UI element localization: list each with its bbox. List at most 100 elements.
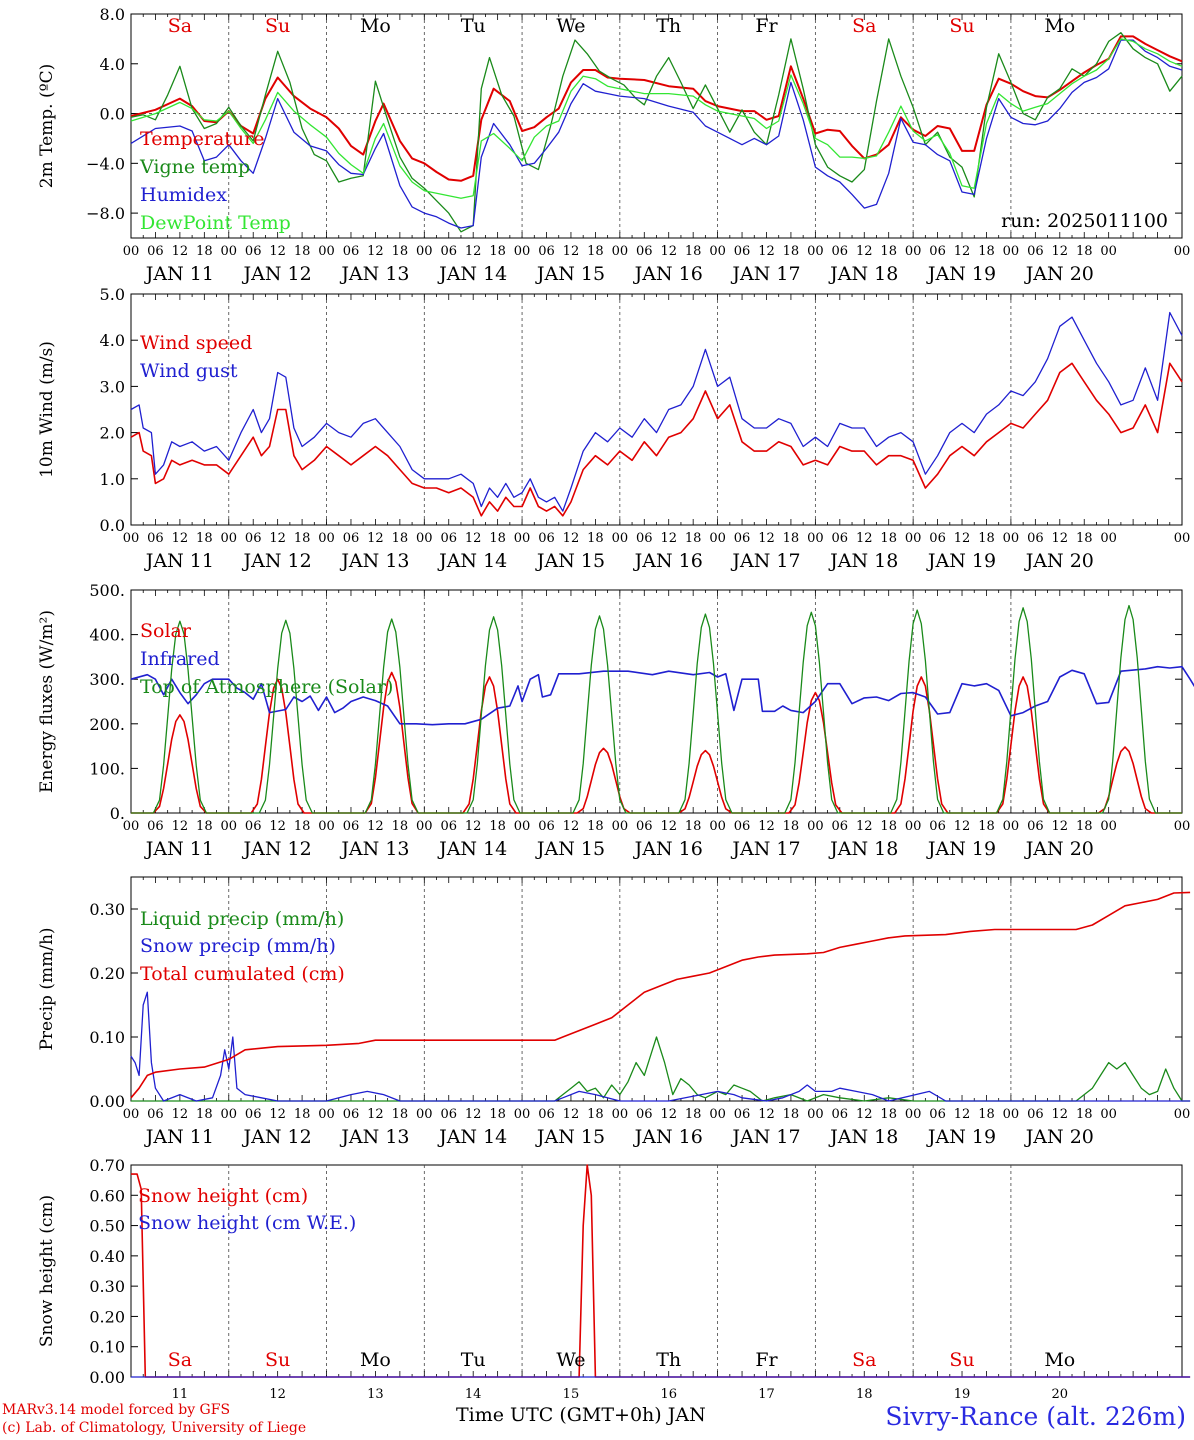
- hour-tick-label: 06: [832, 531, 849, 546]
- hour-tick-label: 00: [905, 819, 922, 834]
- y-tick-label: 0.0: [100, 105, 125, 124]
- y-tick-label: 0.30: [89, 900, 125, 919]
- day-number-label: 16: [660, 1387, 677, 1402]
- hour-tick-label: 06: [929, 819, 946, 834]
- hour-tick-label: 12: [172, 819, 189, 834]
- y-tick-label: 8.0: [100, 5, 125, 24]
- date-label: JAN 18: [828, 550, 898, 572]
- hour-tick-label: 18: [978, 1107, 995, 1122]
- weekday-label: Th: [656, 1349, 681, 1371]
- hour-tick-label: 00: [123, 531, 140, 546]
- y-tick-label: 0.10: [89, 1028, 125, 1047]
- hour-tick-label: 00: [416, 244, 433, 259]
- hour-tick-label: 00: [612, 244, 629, 259]
- hour-tick-label: 12: [465, 1107, 482, 1122]
- y-tick-label: −8.0: [86, 204, 125, 223]
- hour-tick-label: 00: [514, 1107, 531, 1122]
- day-number-label: 13: [367, 1387, 384, 1402]
- hour-tick-label: 00: [1003, 819, 1020, 834]
- date-label: JAN 19: [926, 838, 996, 860]
- hour-tick-label: 18: [392, 531, 409, 546]
- hour-tick-label: 00: [318, 531, 335, 546]
- date-label: JAN 11: [144, 1126, 214, 1148]
- hour-tick-label: 00: [514, 244, 531, 259]
- date-label: JAN 19: [926, 1126, 996, 1148]
- y-tick-label: 0.20: [89, 1307, 125, 1326]
- hour-tick-label: 12: [269, 819, 286, 834]
- hour-tick-label: 00: [905, 244, 922, 259]
- weekday-label: Mo: [360, 1349, 391, 1371]
- hour-tick-label: 18: [587, 244, 604, 259]
- hour-tick-label: 06: [636, 819, 653, 834]
- date-label: JAN 18: [828, 1126, 898, 1148]
- weekday-label: Tu: [461, 1349, 486, 1371]
- y-tick-label: 0.00: [89, 1368, 125, 1387]
- hour-tick-label: 18: [880, 244, 897, 259]
- hour-tick-label: 00: [612, 531, 629, 546]
- date-label: JAN 20: [1024, 550, 1094, 572]
- hour-tick-label: 06: [440, 819, 457, 834]
- day-number-label: 19: [954, 1387, 971, 1402]
- hour-tick-label: 12: [954, 244, 971, 259]
- date-label: JAN 15: [535, 1126, 605, 1148]
- legend-entry: Liquid precip (mm/h): [140, 908, 344, 930]
- hour-tick-label: 06: [440, 1107, 457, 1122]
- y-tick-label: 0.60: [89, 1186, 125, 1205]
- hour-tick-label: 18: [685, 531, 702, 546]
- hour-tick-label: 18: [783, 819, 800, 834]
- hour-tick-label: 12: [1052, 819, 1069, 834]
- hour-tick-label: 00: [807, 1107, 824, 1122]
- hour-tick-label: 06: [734, 819, 751, 834]
- series-line-4-2: [130, 991, 1191, 1102]
- date-label: JAN 15: [535, 838, 605, 860]
- y-tick-label: 4.0: [100, 55, 125, 74]
- y-tick-label: −4.0: [86, 154, 125, 173]
- hour-tick-label: 18: [783, 531, 800, 546]
- hour-tick-label: 00: [1174, 819, 1191, 834]
- series-line-4-1: [131, 1036, 1191, 1102]
- y-tick-label: 0.50: [89, 1217, 125, 1236]
- hour-tick-label: 06: [1027, 531, 1044, 546]
- date-label: JAN 14: [437, 1126, 507, 1148]
- y-tick-label: 0.10: [89, 1338, 125, 1357]
- y-tick-label: 0.0: [100, 516, 125, 535]
- hour-tick-label: 12: [856, 244, 873, 259]
- hour-tick-label: 00: [123, 819, 140, 834]
- y-tick-label: 0.30: [89, 1277, 125, 1296]
- date-label: JAN 13: [339, 550, 409, 572]
- plot-frame: [130, 589, 1183, 814]
- day-number-label: 18: [856, 1387, 873, 1402]
- hour-tick-label: 12: [563, 1107, 580, 1122]
- hour-tick-label: 00: [807, 244, 824, 259]
- date-label: JAN 11: [144, 550, 214, 572]
- date-label: JAN 18: [828, 263, 898, 285]
- hour-tick-label: 18: [294, 531, 311, 546]
- hour-tick-label: 00: [709, 819, 726, 834]
- hour-tick-label: 06: [1027, 1107, 1044, 1122]
- legend-entry: Snow precip (mm/h): [140, 935, 336, 957]
- weekday-label: Su: [265, 1349, 290, 1371]
- hour-tick-label: 18: [196, 531, 213, 546]
- run-label: run: 2025011100: [1001, 210, 1168, 232]
- series-line-3-2: [130, 665, 1194, 726]
- hour-tick-label: 06: [440, 531, 457, 546]
- hour-tick-label: 00: [514, 531, 531, 546]
- date-label: JAN 13: [339, 838, 409, 860]
- hour-tick-label: 18: [685, 819, 702, 834]
- hour-tick-label: 06: [343, 531, 360, 546]
- weekday-label: Mo: [1044, 15, 1075, 37]
- hour-tick-label: 18: [489, 819, 506, 834]
- hour-tick-label: 12: [758, 819, 775, 834]
- chart-panel-3: 0. 100. 200. 300. 400. 500. Energy fluxes (W/m…: [37, 581, 1194, 860]
- credit-lab: (c) Lab. of Climatology, University of L…: [2, 1420, 307, 1436]
- hour-tick-label: 00: [905, 531, 922, 546]
- y-axis-label: Precip (mm/h): [37, 927, 57, 1050]
- hour-tick-label: 12: [172, 244, 189, 259]
- hour-tick-label: 12: [856, 531, 873, 546]
- hour-tick-label: 18: [392, 1107, 409, 1122]
- hour-tick-label: 12: [660, 1107, 677, 1122]
- weekday-label: Mo: [1044, 1349, 1075, 1371]
- hour-tick-label: 00: [220, 244, 237, 259]
- y-tick-label: 0.20: [89, 964, 125, 983]
